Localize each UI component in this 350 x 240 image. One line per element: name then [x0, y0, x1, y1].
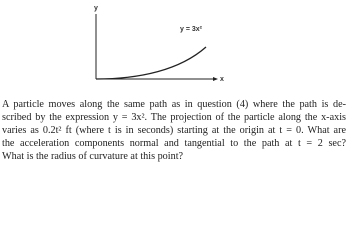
text-line: the acceleration components normal and t… — [2, 138, 346, 149]
text-line: A particle moves along the same path as … — [2, 99, 346, 110]
curve-label: y = 3x² — [180, 26, 203, 33]
y-axis-label: y — [94, 5, 98, 12]
problem-text: A particle moves along the same path as … — [2, 98, 346, 163]
figure: y x y = 3x² — [94, 5, 224, 83]
page: y x y = 3x² A particle moves along the s… — [2, 4, 346, 163]
x-axis-label: x — [220, 76, 224, 83]
curve — [95, 46, 207, 80]
text-line: What is the radius of curvature at this … — [2, 151, 184, 162]
text-line: scribed by the expression y = 3x². The p… — [2, 112, 346, 123]
x-arrow — [213, 77, 218, 81]
text-line: varies as 0.2t² ft (where t is in second… — [2, 125, 346, 136]
